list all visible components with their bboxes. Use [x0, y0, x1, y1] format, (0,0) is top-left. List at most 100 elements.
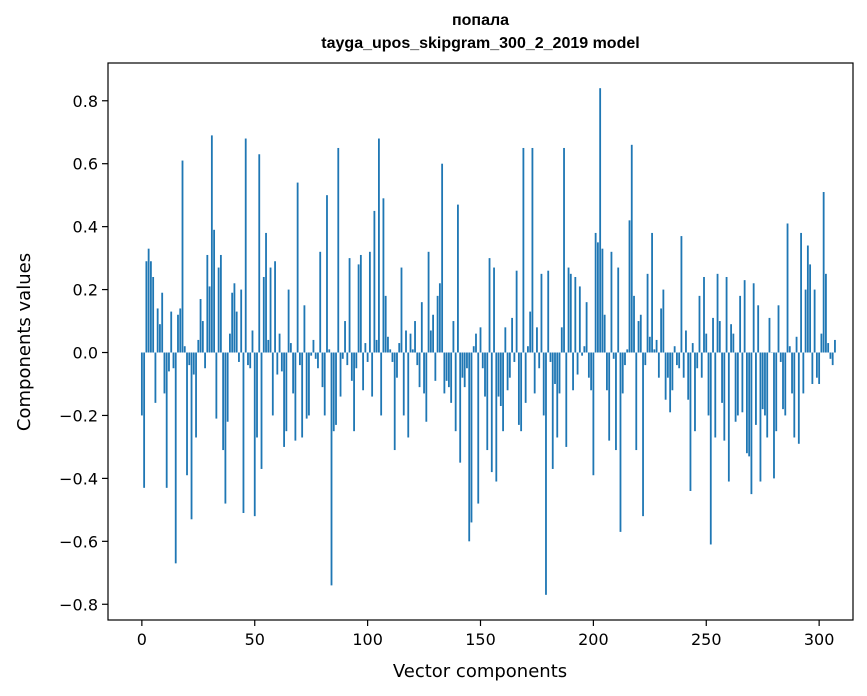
bar [800, 232, 802, 353]
bar [587, 352, 590, 378]
bar [594, 232, 597, 353]
bar [373, 210, 376, 353]
bar [258, 154, 261, 353]
bar [303, 305, 306, 353]
bar [481, 352, 484, 369]
bar [831, 352, 834, 366]
bar [411, 349, 414, 353]
bar [441, 163, 444, 353]
bar [436, 295, 439, 353]
bar [788, 346, 791, 353]
x-axis-label: Vector components [393, 661, 567, 682]
bar [289, 343, 292, 353]
bar [348, 258, 351, 353]
bar [224, 352, 227, 504]
bar [689, 352, 692, 491]
bar [380, 352, 383, 416]
bar [405, 330, 407, 353]
bar [606, 352, 608, 391]
bar [676, 352, 678, 366]
bar [387, 336, 389, 353]
bar [673, 346, 676, 353]
bars-group [140, 88, 836, 595]
bar [764, 352, 766, 416]
bar [479, 327, 482, 353]
bar [739, 295, 742, 353]
bar [759, 352, 762, 482]
bar [206, 254, 209, 353]
bar [427, 251, 430, 353]
bar [317, 352, 319, 369]
bar [511, 317, 514, 353]
bar [678, 352, 681, 369]
bar [777, 305, 780, 353]
bar [438, 283, 441, 353]
bar [825, 273, 827, 353]
bar [806, 245, 809, 353]
bar [818, 352, 821, 384]
bar [558, 352, 561, 394]
bar [795, 336, 798, 353]
bar [648, 336, 651, 353]
bar [820, 333, 823, 353]
bar [644, 352, 647, 366]
bar [457, 204, 459, 353]
y-axis-label: Components values [14, 253, 35, 431]
bar [493, 267, 495, 353]
bar [653, 349, 656, 353]
bar [208, 286, 211, 353]
bar [391, 352, 394, 362]
bar [660, 308, 663, 353]
y-tick-label: −0.6 [59, 532, 98, 551]
bar [310, 352, 313, 356]
bar [312, 339, 315, 353]
bar [725, 276, 728, 353]
bar [260, 352, 263, 469]
bar [242, 352, 245, 513]
bar [396, 352, 398, 378]
bar [542, 352, 545, 416]
bar [199, 299, 202, 353]
bar [755, 352, 757, 425]
bar [791, 352, 793, 394]
bar [626, 349, 629, 353]
bar [829, 352, 832, 359]
bar [183, 346, 186, 353]
bar [285, 352, 288, 432]
bar [192, 352, 195, 375]
y-tick-label: 0.0 [73, 344, 98, 363]
bar [384, 295, 387, 353]
bar [434, 352, 437, 381]
bar [393, 352, 396, 451]
bar [694, 352, 696, 432]
bar [592, 352, 595, 476]
bar [163, 352, 166, 394]
bar [750, 352, 753, 495]
bar [357, 264, 360, 353]
bar [502, 352, 504, 432]
bar [630, 144, 633, 353]
bar [204, 352, 206, 369]
bar [664, 352, 667, 400]
bar [809, 264, 812, 353]
bar [319, 251, 322, 353]
bar [524, 352, 527, 403]
bar [425, 352, 428, 422]
bar [152, 276, 155, 353]
bar [703, 276, 705, 353]
bar [685, 330, 687, 353]
y-tick-label: 0.2 [73, 281, 98, 300]
bar [603, 314, 606, 353]
bar [727, 352, 730, 482]
bar [707, 352, 710, 416]
bar [140, 352, 143, 416]
bar [565, 352, 568, 447]
bar [549, 352, 552, 362]
bar [368, 251, 371, 353]
bar [188, 352, 191, 366]
bar [554, 352, 556, 384]
bar [161, 292, 164, 353]
bar [432, 314, 434, 353]
bar [359, 254, 362, 353]
bar [323, 352, 326, 416]
